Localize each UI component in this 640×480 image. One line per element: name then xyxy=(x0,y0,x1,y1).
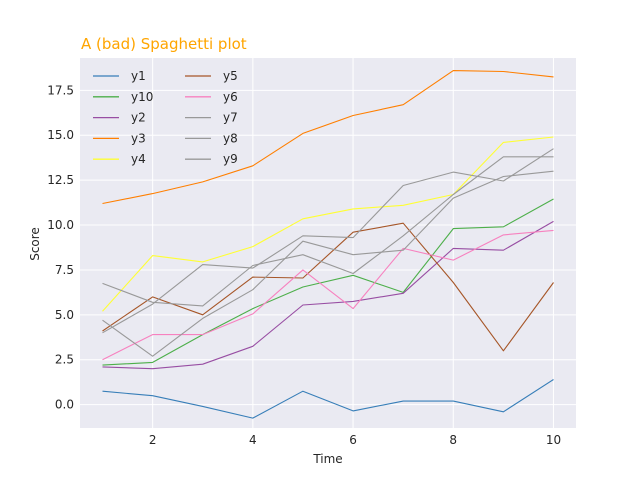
series-line-y4 xyxy=(102,136,554,312)
legend-label-y4: y4 xyxy=(131,152,146,166)
series-line-y6 xyxy=(102,229,554,361)
series-line-y2 xyxy=(102,220,554,370)
legend-label-y6: y6 xyxy=(223,90,238,104)
y-tick-label: 7.5 xyxy=(55,263,74,277)
series-lines xyxy=(102,70,554,419)
legend-label-y10: y10 xyxy=(131,90,153,104)
legend-label-y9: y9 xyxy=(223,152,238,166)
legend: y1 y10 y2 y3 y4 y5 y6 y7 y8 y9 xyxy=(93,69,238,166)
series-line-y10 xyxy=(102,198,554,366)
x-tick-label: 2 xyxy=(149,433,157,447)
y-tick-label: 2.5 xyxy=(55,353,74,367)
series-line-y5 xyxy=(102,222,554,352)
x-tick-label: 6 xyxy=(349,433,357,447)
series-line-y1 xyxy=(102,379,554,419)
y-axis-label: Score xyxy=(28,227,42,261)
series-line-y9 xyxy=(102,170,554,357)
y-tick-label: 10.0 xyxy=(47,218,74,232)
legend-label-y3: y3 xyxy=(131,131,146,145)
x-tick-label: 10 xyxy=(546,433,561,447)
legend-label-y7: y7 xyxy=(223,111,238,125)
grid-lines xyxy=(80,58,576,428)
y-tick-label: 15.0 xyxy=(47,128,74,142)
legend-label-y2: y2 xyxy=(131,111,146,125)
y-tick-label: 5.0 xyxy=(55,308,74,322)
x-tick-label: 8 xyxy=(449,433,457,447)
y-tick-labels: 0.0 2.5 5.0 7.5 10.0 12.5 15.0 17.5 xyxy=(47,83,74,411)
y-tick-label: 0.0 xyxy=(55,398,74,412)
chart-title: A (bad) Spaghetti plot xyxy=(81,35,247,53)
series-line-y3 xyxy=(102,70,554,205)
y-tick-label: 12.5 xyxy=(47,173,74,187)
series-line-y8 xyxy=(102,148,554,334)
x-axis-label: Time xyxy=(312,452,342,466)
x-tick-label: 4 xyxy=(249,433,257,447)
legend-label-y1: y1 xyxy=(131,69,146,83)
plot-background xyxy=(80,58,576,428)
x-tick-labels: 2 4 6 8 10 xyxy=(149,433,561,447)
legend-label-y8: y8 xyxy=(223,131,238,145)
y-tick-label: 17.5 xyxy=(47,83,74,97)
series-line-y7 xyxy=(102,156,554,307)
legend-label-y5: y5 xyxy=(223,69,238,83)
